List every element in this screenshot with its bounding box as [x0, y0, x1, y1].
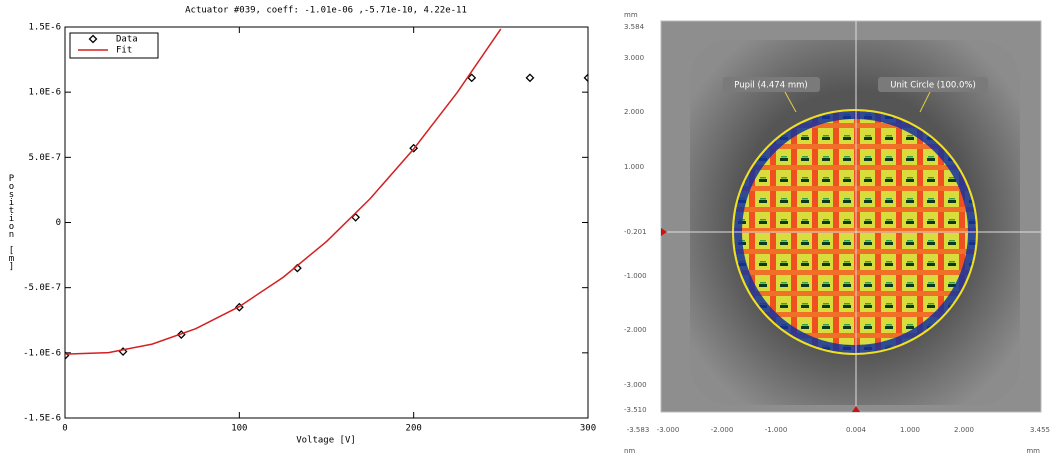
y-tick-label: 5.0E-7 — [28, 153, 61, 163]
y-tick-label: -5.0E-7 — [23, 283, 61, 293]
data-point — [525, 73, 535, 83]
marker-y — [661, 228, 667, 236]
map-y-tick-label: 2.000 — [624, 108, 644, 116]
x-tick-label: 0 — [62, 424, 67, 434]
map-x-tick-label: 3.455 — [1030, 426, 1050, 434]
y-tick-label: 0 — [56, 218, 61, 228]
y-tick-label: 1.5E-6 — [28, 23, 61, 33]
map-x-tick-label: 1.000 — [900, 426, 920, 434]
x-axis-label: Voltage [V] — [296, 436, 356, 446]
map-y-tick-label: -1.000 — [624, 272, 647, 280]
y-axis-label: Position [m] — [7, 174, 17, 270]
plot-area — [65, 28, 588, 360]
y-unit: mm — [624, 11, 638, 19]
map-x-tick-label: -1.000 — [765, 426, 788, 434]
map-y-tick-label: -0.201 — [624, 228, 647, 236]
pupil-label-box — [723, 77, 820, 92]
pupil-label: Pupil (4.474 mm) — [734, 81, 807, 91]
circle-label: Unit Circle (100.0%) — [890, 81, 976, 91]
legend-swatch — [88, 34, 98, 44]
legend-label: Fit — [116, 46, 132, 56]
x-tick-label: 100 — [231, 424, 247, 434]
x-unit-left: nm — [624, 447, 635, 455]
map-y-tick-label: -2.000 — [624, 326, 647, 334]
map-y-tick-label: 3.584 — [624, 23, 645, 31]
x-unit-right: mm — [1026, 447, 1040, 455]
wavefront-map: Pupil (4.474 mm) Unit Circle (100.0%) mm… — [624, 11, 1042, 455]
data-point — [234, 302, 244, 312]
marker-x — [852, 406, 860, 412]
map-x-tick-label: -2.000 — [711, 426, 734, 434]
map-x-tick-label: -3.583 — [627, 426, 650, 434]
y-tick-label: 1.0E-6 — [28, 88, 61, 98]
legend — [69, 32, 159, 59]
plot-frame — [64, 26, 589, 419]
map-y-tick-label: 1.000 — [624, 163, 644, 171]
pupil-leader — [784, 91, 797, 113]
data-point — [467, 73, 477, 83]
fit-line — [65, 28, 502, 355]
map-x-tick-label: 0.004 — [846, 426, 867, 434]
data-point — [583, 73, 588, 83]
x-tick-label: 200 — [406, 424, 422, 434]
map-x-tick-label: 2.000 — [954, 426, 974, 434]
y-tick-label: -1.5E-6 — [23, 414, 61, 424]
map-y-tick-label: -3.000 — [624, 381, 647, 389]
map-x-tick-label: -3.000 — [657, 426, 680, 434]
chart-title: Actuator #039, coeff: -1.01e-06 ,-5.71e-… — [185, 6, 467, 16]
y-tick-label: -1.0E-6 — [23, 348, 61, 358]
circle-leader — [919, 91, 931, 113]
map-y-tick-label: -3.510 — [624, 406, 647, 414]
legend-label: Data — [116, 35, 138, 45]
x-tick-label: 300 — [580, 424, 596, 434]
circle-label-box — [878, 77, 988, 92]
map-y-tick-label: 3.000 — [624, 54, 644, 62]
